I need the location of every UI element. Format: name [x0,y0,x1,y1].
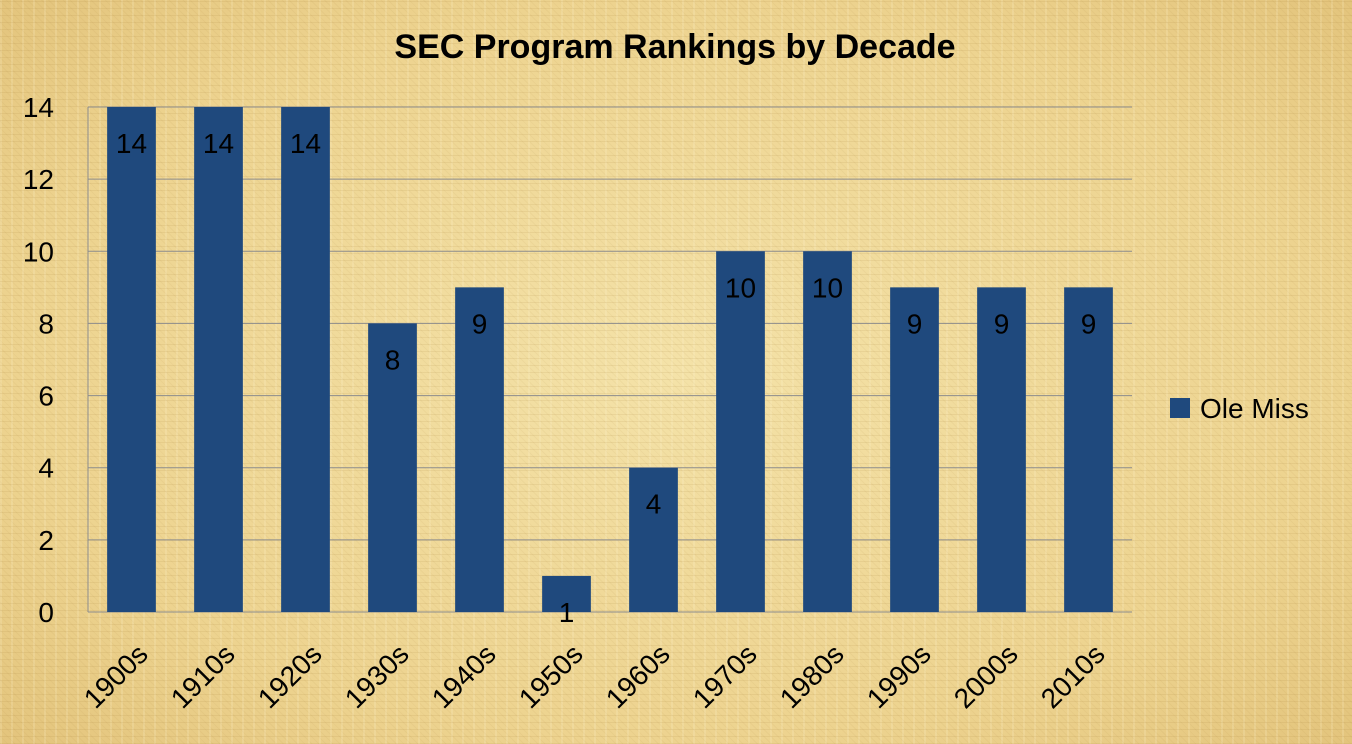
data-label: 9 [1081,308,1097,339]
data-label: 9 [994,308,1010,339]
x-axis-ticks: 1900s 1910s 1920s 1930s 1940s 1950s 1960s 1970s… [78,638,1111,714]
legend-swatch [1170,398,1190,418]
x-tick-label: 1990s [861,638,937,714]
data-label: 10 [725,272,756,303]
y-tick-label: 10 [23,236,54,267]
bar [890,287,939,612]
legend-label: Ole Miss [1200,393,1309,424]
data-label: 14 [203,128,234,159]
data-label: 9 [907,308,923,339]
data-label: 14 [116,128,147,159]
x-tick-label: 1910s [165,638,241,714]
bar [107,107,156,612]
bar [977,287,1026,612]
bar [281,107,330,612]
x-tick-label: 1970s [687,638,763,714]
data-label: 4 [646,489,662,520]
y-tick-label: 4 [38,453,54,484]
y-tick-label: 8 [38,308,54,339]
data-label: 9 [472,308,488,339]
bar [629,467,678,612]
bar [542,575,591,612]
gridlines [87,106,1132,613]
x-tick-label: 1960s [600,638,676,714]
bar [716,251,765,613]
x-tick-label: 1950s [513,638,589,714]
y-tick-label: 12 [23,164,54,195]
y-tick-label: 14 [23,92,54,123]
x-tick-label: 1900s [78,638,154,714]
y-tick-label: 2 [38,525,54,556]
data-label: 8 [385,344,401,375]
data-label: 14 [290,128,321,159]
x-tick-label: 1980s [774,638,850,714]
x-tick-label: 1940s [426,638,502,714]
bar [1064,287,1113,612]
bar [194,107,243,612]
x-tick-label: 1920s [252,638,328,714]
x-tick-label: 2010s [1035,638,1111,714]
data-label: 10 [812,272,843,303]
x-tick-label: 1930s [339,638,415,714]
y-axis-ticks: 0 2 4 6 8 10 12 14 [23,92,54,628]
bars [107,107,1113,613]
bar [803,251,852,613]
legend: Ole Miss [1170,393,1309,424]
chart-title: SEC Program Rankings by Decade [394,28,955,66]
x-tick-label: 2000s [948,638,1024,714]
y-tick-label: 6 [38,381,54,412]
y-tick-label: 0 [38,597,54,628]
bar [455,287,504,612]
data-label: 1 [559,597,575,628]
bar [368,323,417,612]
